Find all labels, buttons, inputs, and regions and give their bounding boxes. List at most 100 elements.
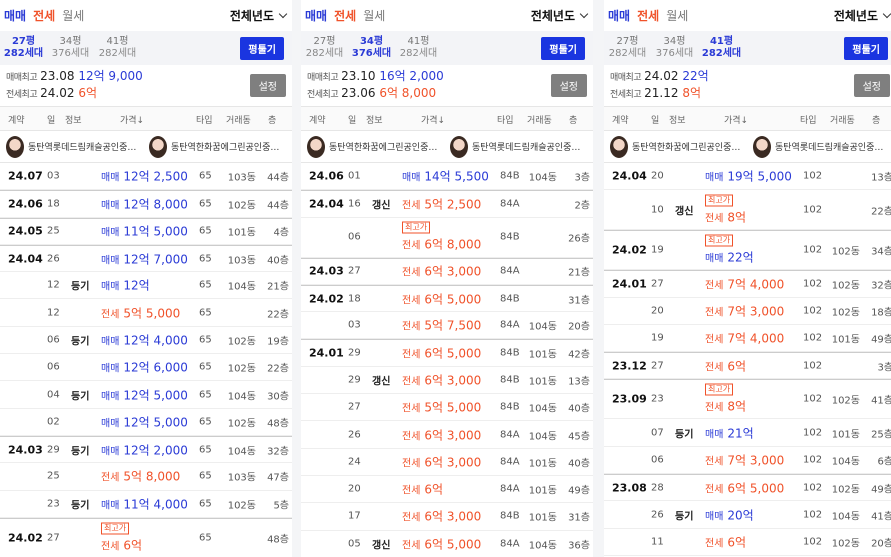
table-row[interactable]: 06 전세 7억 3,000 102 104동 6층 — [604, 447, 891, 475]
column-header-dong: 거래동 — [226, 116, 251, 126]
table-row[interactable]: 24.04 20 매매 19억 5,000 102 13층 — [604, 163, 891, 191]
table-row[interactable]: 26 전세 6억 3,000 84A 104동 45층 — [301, 421, 593, 449]
max-price-value: 22억 — [682, 68, 709, 83]
year-filter-dropdown[interactable]: 전체년도 — [834, 7, 891, 24]
table-row[interactable]: 17 전세 6억 3,000 84B 101동 31층 — [301, 503, 593, 531]
deal-type: 전세 — [705, 456, 724, 468]
tab-sale[interactable]: 매매 — [305, 9, 328, 23]
column-header-price[interactable]: 가격↓ — [421, 116, 446, 126]
price-cell: 매매 12억 6,000 — [101, 359, 188, 376]
price-cell: 전세 5억 8,000 — [101, 468, 180, 485]
table-row[interactable]: 29 갱신 전세 6억 3,000 84B 101동 13층 — [301, 367, 593, 395]
table-row[interactable]: 20 전세 7억 3,000 102 102동 18층 — [604, 298, 891, 325]
broker-name[interactable]: 동탄역한화꿈에그린공인중개사 — [171, 143, 282, 153]
table-row[interactable]: 24 전세 6억 3,000 84A 101동 40층 — [301, 449, 593, 476]
table-row[interactable]: 19 전세 7억 4,000 102 101동 49층 — [604, 325, 891, 353]
pyeong-button[interactable]: 평툴기 — [541, 36, 585, 60]
price-amount: 6억 3,000 — [424, 455, 482, 470]
tab-monthly[interactable]: 월세 — [363, 9, 386, 23]
table-row[interactable]: 05 갱신 전세 6억 5,000 84A 104동 36층 — [301, 531, 593, 557]
table-row[interactable]: 24.03 29 등기 매매 12억 2,000 65 104동 32층 — [0, 435, 292, 464]
table-row[interactable]: 24.01 29 전세 6억 5,000 84B 101동 42층 — [301, 339, 593, 367]
tab-sale[interactable]: 매매 — [608, 9, 631, 23]
table-row[interactable]: 26 등기 매매 20억 102 104동 41층 — [604, 501, 891, 529]
settings-button[interactable]: 설정 — [550, 74, 587, 97]
broker-name[interactable]: 동탄역롯데드림캐슬공인중개사 — [472, 143, 583, 153]
max-price-line: 전세최고 23.06 6억 8,000 — [307, 86, 444, 103]
table-row[interactable]: 24.04 16 갱신 전세 5억 2,500 84A 2층 — [301, 190, 593, 218]
size-option[interactable]: 27평 282세대 — [604, 36, 651, 60]
price-amount: 19억 5,000 — [727, 169, 792, 184]
size-option[interactable]: 41평 282세대 — [698, 36, 745, 60]
table-row[interactable]: 24.02 27 최고가 전세 6억 65 48층 — [0, 517, 292, 557]
price-value: 전세 6억 5,000 — [705, 479, 784, 496]
tab-jeonse[interactable]: 전세 — [637, 9, 660, 23]
year-filter-dropdown[interactable]: 전체년도 — [531, 7, 589, 24]
table-row[interactable]: 24.07 03 매매 12억 2,500 65 103동 44층 — [0, 163, 292, 191]
table-row[interactable]: 24.04 26 매매 12억 7,000 65 103동 40층 — [0, 244, 292, 273]
unit-type: 84A — [500, 198, 520, 210]
deal-type: 매매 — [101, 418, 120, 430]
column-header-price[interactable]: 가격↓ — [724, 116, 749, 126]
size-option[interactable]: 41평 282세대 — [395, 36, 442, 60]
table-row[interactable]: 12 전세 5억 5,000 65 22층 — [0, 299, 292, 327]
table-row[interactable]: 06 최고가 전세 6억 8,000 84B 26층 — [301, 218, 593, 258]
broker-name[interactable]: 동탄역한화꿈에그린공인중개사 — [632, 143, 743, 153]
table-row[interactable]: 24.02 19 최고가 매매 22억 102 102동 34층 — [604, 230, 891, 271]
price-cell: 매매 14억 5,500 — [402, 168, 489, 185]
table-row[interactable]: 23.09 23 최고가 전세 8억 102 102동 41층 — [604, 379, 891, 420]
broker-name[interactable]: 동탄역롯데드림캐슬공인중개사 — [28, 143, 139, 153]
table-row[interactable]: 23 등기 매매 11억 4,000 65 102동 5층 — [0, 491, 292, 518]
tab-jeonse[interactable]: 전세 — [334, 9, 357, 23]
table-row[interactable]: 24.01 27 전세 7억 4,000 102 102동 32층 — [604, 270, 891, 298]
table-row[interactable]: 24.06 18 매매 12억 8,000 65 102동 44층 — [0, 190, 292, 218]
broker-name[interactable]: 동탄역롯데드림캐슬공인중개사 — [775, 143, 886, 153]
tab-jeonse[interactable]: 전세 — [33, 9, 56, 23]
column-header-price[interactable]: 가격↓ — [120, 116, 145, 126]
contract-day: 19 — [651, 244, 664, 256]
building-dong: 102동 — [227, 363, 256, 375]
price-value: 매매 12억 2,000 — [101, 441, 188, 458]
table-row[interactable]: 06 등기 매매 12억 4,000 65 102동 19층 — [0, 327, 292, 355]
table-row[interactable]: 06 매매 12억 6,000 65 102동 22층 — [0, 354, 292, 382]
contract-day: 11 — [651, 536, 664, 548]
pyeong-button[interactable]: 평툴기 — [844, 36, 888, 60]
price-value: 매매 12억 5,000 — [101, 386, 188, 403]
table-row[interactable]: 03 전세 5억 7,500 84A 104동 20층 — [301, 312, 593, 340]
table-row[interactable]: 24.03 27 전세 6억 3,000 84A 21층 — [301, 257, 593, 285]
size-option[interactable]: 27평 282세대 — [301, 36, 348, 60]
table-row[interactable]: 27 전세 5억 5,000 84B 104동 40층 — [301, 394, 593, 422]
table-row[interactable]: 20 전세 6억 84A 101동 49층 — [301, 476, 593, 504]
price-cell: 매매 12억 2,000 — [101, 441, 188, 458]
table-row[interactable]: 10 갱신 최고가 전세 8억 102 22층 — [604, 190, 891, 231]
settings-button[interactable]: 설정 — [249, 74, 286, 97]
table-row[interactable]: 12 등기 매매 12억 65 104동 21층 — [0, 272, 292, 300]
tab-monthly[interactable]: 월세 — [666, 9, 689, 23]
settings-button[interactable]: 설정 — [853, 74, 890, 97]
pyeong-button[interactable]: 평툴기 — [240, 36, 284, 60]
tab-monthly[interactable]: 월세 — [62, 9, 85, 23]
tab-sale[interactable]: 매매 — [4, 9, 27, 23]
table-row[interactable]: 25 전세 5억 8,000 65 103동 47층 — [0, 463, 292, 491]
table-row[interactable]: 24.05 25 매매 11억 5,000 65 101동 4층 — [0, 217, 292, 245]
table-row[interactable]: 02 매매 12억 5,000 65 102동 48층 — [0, 409, 292, 436]
price-amount: 6억 5,000 — [424, 346, 482, 361]
size-option[interactable]: 34평 376세대 — [47, 36, 94, 60]
table-row[interactable]: 11 전세 6억 102 102동 20층 — [604, 529, 891, 556]
size-units: 282세대 — [98, 48, 137, 59]
price-cell: 최고가 전세 6억 — [101, 522, 142, 553]
size-option[interactable]: 27평 282세대 — [0, 36, 47, 60]
size-option[interactable]: 41평 282세대 — [94, 36, 141, 60]
year-filter-dropdown[interactable]: 전체년도 — [230, 7, 288, 24]
table-row[interactable]: 24.02 18 전세 6억 5,000 84B 31층 — [301, 284, 593, 313]
broker-name[interactable]: 동탄역한화꿈에그린공인중개사 — [329, 143, 440, 153]
size-option[interactable]: 34평 376세대 — [348, 36, 395, 60]
table-row[interactable]: 23.12 27 전세 6억 102 3층 — [604, 352, 891, 380]
column-header-day: 일 — [47, 116, 56, 126]
table-row[interactable]: 24.06 01 매매 14억 5,500 84B 104동 3층 — [301, 163, 593, 191]
table-row[interactable]: 07 등기 매매 21억 102 101동 25층 — [604, 419, 891, 447]
price-amount: 5억 7,500 — [424, 318, 482, 333]
table-row[interactable]: 04 등기 매매 12억 5,000 65 104동 30층 — [0, 381, 292, 409]
table-row[interactable]: 23.08 28 전세 6억 5,000 102 102동 49층 — [604, 474, 891, 502]
size-option[interactable]: 34평 376세대 — [651, 36, 698, 60]
